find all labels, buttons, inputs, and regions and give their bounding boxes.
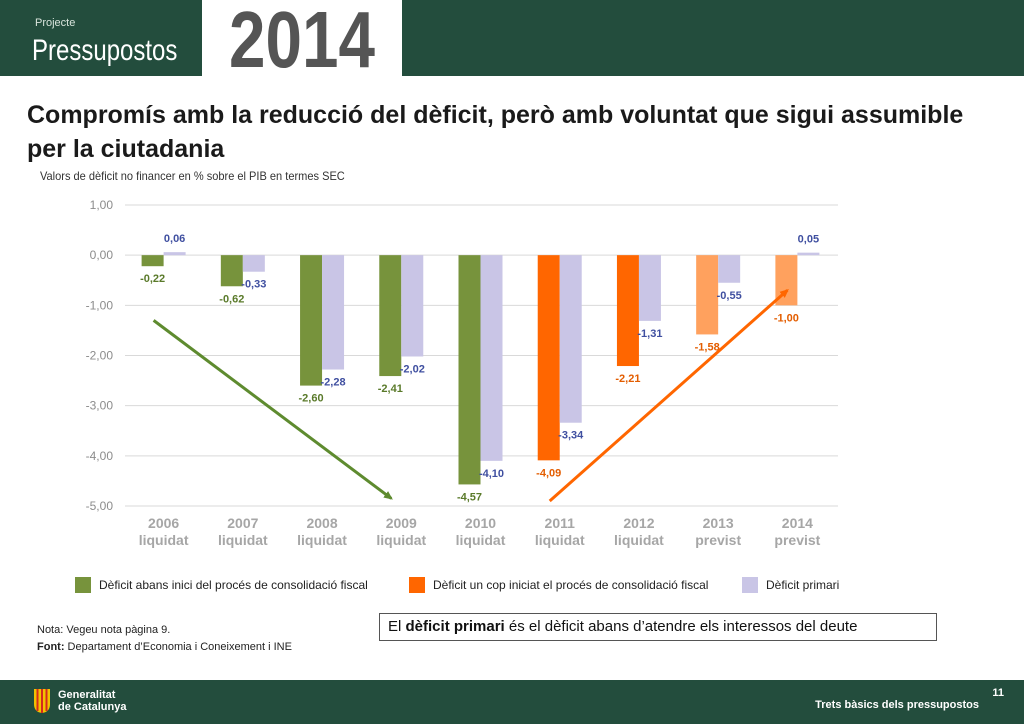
deficit-bar-label: -0,62 bbox=[219, 293, 244, 305]
x-tick-year: 2011 bbox=[545, 515, 576, 531]
x-tick-year: 2010 bbox=[465, 515, 496, 531]
header-label: Projecte bbox=[35, 17, 76, 29]
primary-deficit-label: -1,31 bbox=[637, 328, 662, 340]
deficit-bar-label: -2,21 bbox=[615, 373, 640, 385]
x-tick-status: liquidat bbox=[376, 532, 426, 548]
y-tick-label: -4,00 bbox=[86, 449, 114, 463]
deficit-bar-label: -0,22 bbox=[140, 273, 165, 285]
primary-deficit-bar bbox=[163, 252, 186, 256]
deficit-bar bbox=[537, 255, 560, 461]
deficit-bar bbox=[458, 255, 481, 485]
bar-series bbox=[141, 252, 820, 485]
y-tick-label: -2,00 bbox=[86, 349, 114, 363]
deficit-bar bbox=[220, 255, 243, 287]
primary-deficit-bar bbox=[797, 252, 820, 256]
callout-post: és el dèficit abans d’atendre els intere… bbox=[504, 618, 858, 635]
x-tick-status: liquidat bbox=[139, 532, 189, 548]
legend-swatch-orange bbox=[409, 577, 425, 593]
org-name-line1: Generalitat bbox=[58, 689, 116, 701]
source-label: Font: bbox=[37, 641, 65, 653]
x-tick-status: liquidat bbox=[535, 532, 585, 548]
legend-label: Dèficit un cop iniciat el procés de cons… bbox=[433, 578, 709, 592]
x-tick-status: liquidat bbox=[456, 532, 506, 548]
x-tick-status: previst bbox=[695, 532, 741, 548]
x-tick-year: 2013 bbox=[703, 515, 734, 531]
trend-arrow-up bbox=[548, 288, 789, 503]
deficit-bar-label: -1,00 bbox=[774, 312, 799, 324]
legend-item-pre-consolidation: Dèficit abans inici del procés de consol… bbox=[75, 577, 368, 593]
deficit-bar-label: -4,09 bbox=[536, 467, 561, 479]
x-axis: 2006liquidat2007liquidat2008liquidat2009… bbox=[139, 515, 821, 548]
x-tick-year: 2006 bbox=[148, 515, 179, 531]
x-tick-year: 2007 bbox=[227, 515, 258, 531]
header-bar bbox=[0, 0, 1024, 76]
legend-swatch-green bbox=[75, 577, 91, 593]
primary-deficit-label: 0,05 bbox=[798, 234, 819, 246]
y-tick-label: 0,00 bbox=[90, 248, 114, 262]
primary-deficit-label: 0,06 bbox=[164, 233, 185, 245]
deficit-bar bbox=[300, 255, 323, 386]
y-tick-label: -1,00 bbox=[86, 298, 114, 312]
trend-arrow-down bbox=[152, 319, 393, 500]
header-year: 2014 bbox=[229, 0, 375, 84]
primary-deficit-bar bbox=[638, 255, 661, 321]
x-tick-year: 2008 bbox=[306, 515, 337, 531]
callout-pre: El bbox=[388, 618, 406, 635]
legend-label: Dèficit abans inici del procés de consol… bbox=[99, 578, 368, 592]
primary-deficit-bar bbox=[322, 255, 345, 370]
primary-deficit-label: -3,34 bbox=[558, 430, 584, 442]
chart-subtitle: Valors de dèficit no financer en % sobre… bbox=[40, 169, 345, 183]
x-tick-year: 2009 bbox=[386, 515, 417, 531]
deficit-bar-label: -4,57 bbox=[457, 491, 482, 503]
primary-deficit-callout: El dèficit primari és el dèficit abans d… bbox=[379, 613, 937, 641]
deficit-bar bbox=[141, 255, 164, 267]
x-tick-status: liquidat bbox=[614, 532, 664, 548]
page-number: 11 bbox=[992, 687, 1004, 699]
deficit-bar-chart: 1,00 0,00 -1,00 -2,00 -3,00 -4,00 -5,00 -0,22 0… bbox=[86, 198, 838, 548]
trend-arrows bbox=[152, 288, 789, 503]
primary-deficit-label: -0,33 bbox=[241, 279, 266, 291]
page-title: Compromís amb la reducció del dèficit, p… bbox=[27, 101, 964, 163]
footnote: Nota: Vegeu nota pàgina 9. bbox=[37, 624, 171, 636]
primary-deficit-bar bbox=[242, 255, 265, 272]
deficit-bar bbox=[616, 255, 639, 367]
y-tick-label: -5,00 bbox=[86, 499, 114, 513]
primary-deficit-bar bbox=[559, 255, 582, 423]
deficit-bar-label: -2,60 bbox=[299, 393, 324, 405]
legend-label: Dèficit primari bbox=[766, 578, 840, 592]
primary-deficit-bar bbox=[718, 255, 741, 283]
source-text: Departament d’Economia i Coneixement i I… bbox=[67, 641, 292, 653]
legend-item-primary-deficit: Dèficit primari bbox=[742, 577, 839, 593]
y-tick-label: 1,00 bbox=[90, 198, 114, 212]
primary-deficit-label: -2,28 bbox=[321, 377, 346, 389]
deficit-bar-label: -2,41 bbox=[378, 383, 403, 395]
header-title: Pressupostos bbox=[32, 34, 178, 67]
deficit-bar bbox=[696, 255, 719, 335]
primary-deficit-label: -0,55 bbox=[717, 290, 742, 302]
primary-deficit-bar bbox=[401, 255, 424, 357]
org-name-line2: de Catalunya bbox=[58, 701, 127, 713]
y-axis: 1,00 0,00 -1,00 -2,00 -3,00 -4,00 -5,00 bbox=[86, 198, 114, 513]
generalitat-logo-icon bbox=[34, 689, 50, 713]
x-tick-year: 2012 bbox=[623, 515, 654, 531]
year-box: 2014 bbox=[202, 0, 402, 84]
org-name: Generalitat de Catalunya bbox=[58, 689, 126, 713]
source-line: Font: Departament d’Economia i Coneixeme… bbox=[37, 641, 292, 653]
primary-deficit-bar bbox=[480, 255, 503, 461]
data-labels: -0,22 0,06 -0,62 -0,33 -2,60 -2,28 -2,41 -2,02 -… bbox=[140, 233, 819, 503]
callout-bold: dèficit primari bbox=[405, 618, 505, 635]
footer-caption: Trets bàsics dels pressupostos bbox=[815, 699, 979, 711]
x-tick-status: liquidat bbox=[297, 532, 347, 548]
primary-deficit-label: -4,10 bbox=[479, 468, 504, 480]
legend-swatch-lavender bbox=[742, 577, 758, 593]
primary-deficit-label: -2,02 bbox=[400, 364, 425, 376]
x-tick-year: 2014 bbox=[782, 515, 813, 531]
deficit-bar bbox=[379, 255, 402, 377]
y-tick-label: -3,00 bbox=[86, 399, 114, 413]
legend-item-post-consolidation: Dèficit un cop iniciat el procés de cons… bbox=[409, 577, 708, 593]
deficit-bar-label: -1,58 bbox=[695, 341, 720, 353]
footer-bar bbox=[0, 680, 1024, 724]
x-tick-status: liquidat bbox=[218, 532, 268, 548]
x-tick-status: previst bbox=[774, 532, 820, 548]
